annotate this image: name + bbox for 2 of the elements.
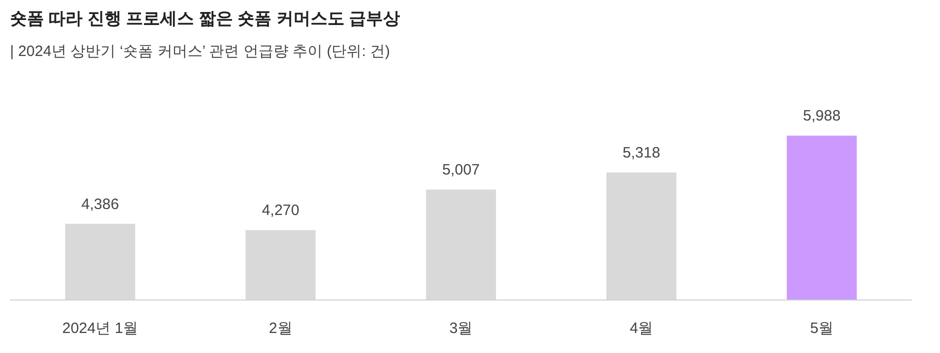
subtitle: | 2024년 상반기 ‘숏폼 커머스’ 관련 언급량 추이 (단위: 건)	[10, 43, 390, 60]
title: 숏폼 따라 진행 프로세스 짧은 숏폼 커머스도 급부상	[10, 9, 400, 28]
